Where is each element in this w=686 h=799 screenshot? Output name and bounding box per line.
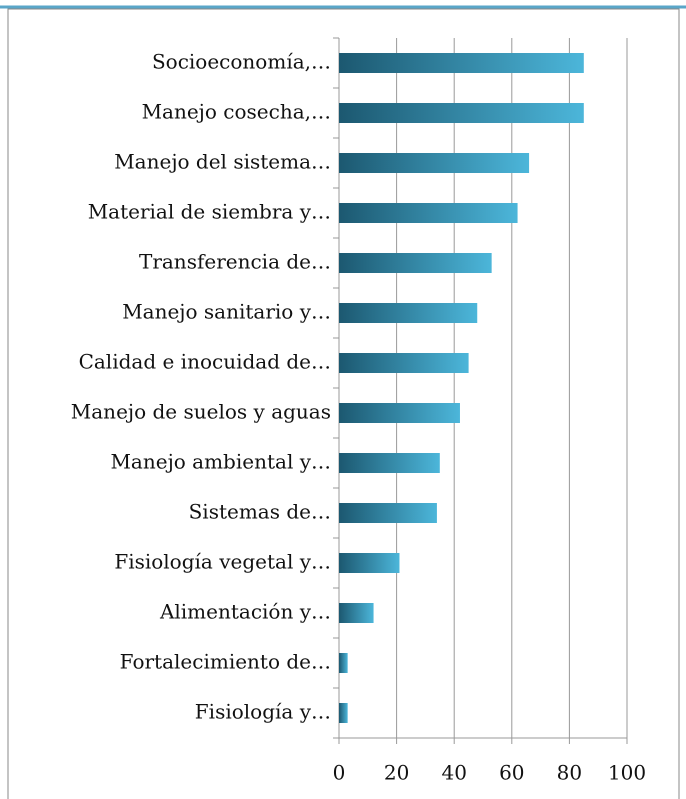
bar: [339, 353, 469, 373]
bar: [339, 303, 478, 323]
bar: [339, 153, 530, 173]
chart-frame: [7, 8, 680, 799]
bar: [339, 403, 460, 423]
y-tick-label: Manejo de suelos y aguas: [71, 400, 331, 424]
y-tick-label: Transferencia de…: [139, 250, 331, 274]
y-tick-label: Fortalecimiento de…: [120, 650, 331, 674]
y-tick-label: Fisiología y…: [195, 700, 331, 724]
bar: [339, 203, 518, 223]
y-tick-label: Manejo del sistema…: [114, 150, 331, 174]
y-tick-label: Manejo ambiental y…: [110, 450, 331, 474]
y-tick-label: Sistemas de…: [189, 500, 331, 524]
bar: [339, 103, 584, 123]
bar: [339, 53, 584, 73]
x-tick-label: 100: [608, 761, 646, 785]
y-tick-label: Manejo cosecha,…: [142, 100, 331, 124]
bar: [339, 653, 348, 673]
y-tick-label: Calidad e inocuidad de…: [79, 350, 331, 374]
y-tick-label: Manejo sanitario y…: [122, 300, 331, 324]
y-tick-label: Material de siembra y…: [88, 200, 331, 224]
y-tick-label: Fisiología vegetal y…: [114, 550, 331, 574]
bar: [339, 703, 348, 723]
x-tick-label: 40: [441, 761, 466, 785]
x-tick-label: 60: [499, 761, 524, 785]
x-tick-label: 80: [557, 761, 582, 785]
bar: [339, 553, 400, 573]
bar: [339, 253, 492, 273]
x-tick-label: 0: [333, 761, 346, 785]
y-tick-label: Alimentación y…: [159, 600, 331, 624]
bar: [339, 453, 440, 473]
bar: [339, 603, 374, 623]
y-tick-label: Socioeconomía,…: [152, 50, 331, 74]
x-tick-label: 20: [384, 761, 409, 785]
bar: [339, 503, 437, 523]
